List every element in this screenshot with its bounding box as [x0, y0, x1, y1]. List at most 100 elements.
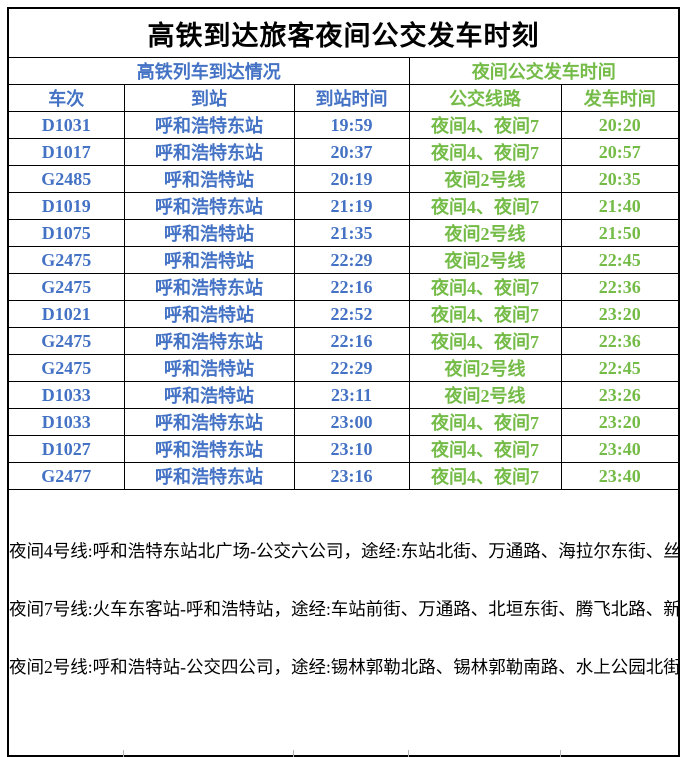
arrival-station-cell: 呼和浩特站 — [123, 219, 295, 247]
table-row: D1027 呼和浩特东站 23:10 夜间4、夜间7 23:40 — [7, 435, 680, 463]
departure-time-cell: 22:45 — [560, 354, 680, 382]
arrival-time-cell: 20:37 — [293, 138, 410, 166]
arrival-time-cell: 20:19 — [293, 165, 410, 193]
train-number-cell: G2475 — [7, 327, 125, 355]
train-number-cell: G2475 — [7, 273, 125, 301]
bus-line-cell: 夜间4、夜间7 — [408, 111, 562, 139]
arrival-time-cell: 22:29 — [293, 246, 410, 274]
timetable-body: D1031 呼和浩特东站 19:59 夜间4、夜间7 20:20 D1017 呼和浩特东站 2… — [7, 111, 680, 490]
bus-line-cell: 夜间2号线 — [408, 246, 562, 274]
bus-line-cell: 夜间4、夜间7 — [408, 408, 562, 436]
arrival-station-cell: 呼和浩特东站 — [123, 192, 295, 220]
bus-line-cell: 夜间4、夜间7 — [408, 462, 562, 490]
table-row: G2475 呼和浩特东站 22:16 夜间4、夜间7 22:36 — [7, 327, 680, 355]
arrival-station-cell: 呼和浩特东站 — [123, 111, 295, 139]
arrival-station-cell: 呼和浩特东站 — [123, 408, 295, 436]
bus-line-cell: 夜间4、夜间7 — [408, 192, 562, 220]
bus-line-cell: 夜间4、夜间7 — [408, 273, 562, 301]
notes-row: 夜间4号线:呼和浩特东站北广场-公交六公司，途经:东站北街、万通路、海拉尔东街、… — [7, 489, 680, 757]
arrival-station-cell: 呼和浩特东站 — [123, 462, 295, 490]
col-header-arrival-station: 到站 — [123, 84, 295, 112]
departure-time-cell: 23:20 — [560, 408, 680, 436]
train-number-cell: G2475 — [7, 354, 125, 382]
departure-time-cell: 20:57 — [560, 138, 680, 166]
arrival-station-cell: 呼和浩特站 — [123, 300, 295, 328]
note-line-4: 夜间4号线:呼和浩特东站北广场-公交六公司，途经:东站北街、万通路、海拉尔东街、… — [9, 540, 680, 561]
table-row: D1019 呼和浩特东站 21:19 夜间4、夜间7 21:40 — [7, 192, 680, 220]
table-row: G2475 呼和浩特站 22:29 夜间2号线 22:45 — [7, 246, 680, 274]
table-row: G2475 呼和浩特东站 22:16 夜间4、夜间7 22:36 — [7, 273, 680, 301]
train-number-cell: D1021 — [7, 300, 125, 328]
train-number-cell: G2477 — [7, 462, 125, 490]
arrival-time-cell: 23:11 — [293, 381, 410, 409]
bus-line-cell: 夜间2号线 — [408, 354, 562, 382]
grid-tick — [293, 750, 294, 757]
departure-time-cell: 23:20 — [560, 300, 680, 328]
table-row: D1017 呼和浩特东站 20:37 夜间4、夜间7 20:57 — [7, 138, 680, 166]
arrival-time-cell: 22:16 — [293, 273, 410, 301]
departure-time-cell: 21:50 — [560, 219, 680, 247]
departure-time-cell: 23:40 — [560, 462, 680, 490]
bus-line-cell: 夜间4、夜间7 — [408, 327, 562, 355]
table-row: D1031 呼和浩特东站 19:59 夜间4、夜间7 20:20 — [7, 111, 680, 139]
route-notes: 夜间4号线:呼和浩特东站北广场-公交六公司，途经:东站北街、万通路、海拉尔东街、… — [7, 489, 680, 757]
rail-arrival-group-header: 高铁列车到达情况 — [7, 57, 410, 85]
departure-time-cell: 22:36 — [560, 327, 680, 355]
train-number-cell: D1031 — [7, 111, 125, 139]
table-row: D1021 呼和浩特站 22:52 夜间4、夜间7 23:20 — [7, 300, 680, 328]
train-number-cell: D1033 — [7, 408, 125, 436]
bus-line-cell: 夜间2号线 — [408, 219, 562, 247]
arrival-station-cell: 呼和浩特东站 — [123, 138, 295, 166]
train-number-cell: D1019 — [7, 192, 125, 220]
arrival-station-cell: 呼和浩特东站 — [123, 273, 295, 301]
group-header-row: 高铁列车到达情况 夜间公交发车时间 — [7, 57, 680, 85]
departure-time-cell: 21:40 — [560, 192, 680, 220]
grid-tick — [408, 750, 409, 757]
arrival-time-cell: 21:19 — [293, 192, 410, 220]
col-header-departure-time: 发车时间 — [560, 84, 680, 112]
train-number-cell: G2475 — [7, 246, 125, 274]
page-title: 高铁到达旅客夜间公交发车时刻 — [7, 7, 680, 58]
col-header-train-number: 车次 — [7, 84, 125, 112]
arrival-time-cell: 23:10 — [293, 435, 410, 463]
arrival-time-cell: 19:59 — [293, 111, 410, 139]
night-bus-timetable: 高铁到达旅客夜间公交发车时刻 高铁列车到达情况 夜间公交发车时间 车次 到站 到… — [7, 7, 681, 757]
arrival-time-cell: 23:00 — [293, 408, 410, 436]
arrival-station-cell: 呼和浩特站 — [123, 381, 295, 409]
bus-line-cell: 夜间2号线 — [408, 381, 562, 409]
departure-time-cell: 22:36 — [560, 273, 680, 301]
train-number-cell: D1027 — [7, 435, 125, 463]
arrival-time-cell: 21:35 — [293, 219, 410, 247]
table-row: D1033 呼和浩特站 23:11 夜间2号线 23:26 — [7, 381, 680, 409]
departure-time-cell: 20:20 — [560, 111, 680, 139]
arrival-station-cell: 呼和浩特站 — [123, 246, 295, 274]
bus-line-cell: 夜间4、夜间7 — [408, 435, 562, 463]
train-number-cell: D1075 — [7, 219, 125, 247]
arrival-time-cell: 23:16 — [293, 462, 410, 490]
departure-time-cell: 22:45 — [560, 246, 680, 274]
bus-line-cell: 夜间4、夜间7 — [408, 138, 562, 166]
train-number-cell: G2485 — [7, 165, 125, 193]
table-row: D1075 呼和浩特站 21:35 夜间2号线 21:50 — [7, 219, 680, 247]
table-row: G2485 呼和浩特站 20:19 夜间2号线 20:35 — [7, 165, 680, 193]
arrival-station-cell: 呼和浩特站 — [123, 354, 295, 382]
note-line-7: 夜间7号线:火车东客站-呼和浩特站，途经:车站前街、万通路、北垣东街、腾飞北路、… — [9, 598, 680, 619]
bus-departure-group-header: 夜间公交发车时间 — [408, 57, 680, 85]
grid-tick — [123, 750, 124, 757]
bus-line-cell: 夜间2号线 — [408, 165, 562, 193]
arrival-station-cell: 呼和浩特东站 — [123, 435, 295, 463]
arrival-station-cell: 呼和浩特东站 — [123, 327, 295, 355]
arrival-time-cell: 22:29 — [293, 354, 410, 382]
column-header-row: 车次 到站 到站时间 公交线路 发车时间 — [7, 84, 680, 112]
col-header-arrival-time: 到站时间 — [293, 84, 410, 112]
note-line-2: 夜间2号线:呼和浩特站-公交四公司，途经:锡林郭勒北路、锡林郭勒南路、水上公园北… — [9, 656, 678, 677]
bus-line-cell: 夜间4、夜间7 — [408, 300, 562, 328]
table-row: D1033 呼和浩特东站 23:00 夜间4、夜间7 23:20 — [7, 408, 680, 436]
col-header-bus-line: 公交线路 — [408, 84, 562, 112]
departure-time-cell: 23:26 — [560, 381, 680, 409]
departure-time-cell: 23:40 — [560, 435, 680, 463]
train-number-cell: D1017 — [7, 138, 125, 166]
arrival-station-cell: 呼和浩特站 — [123, 165, 295, 193]
grid-tick — [560, 750, 561, 757]
